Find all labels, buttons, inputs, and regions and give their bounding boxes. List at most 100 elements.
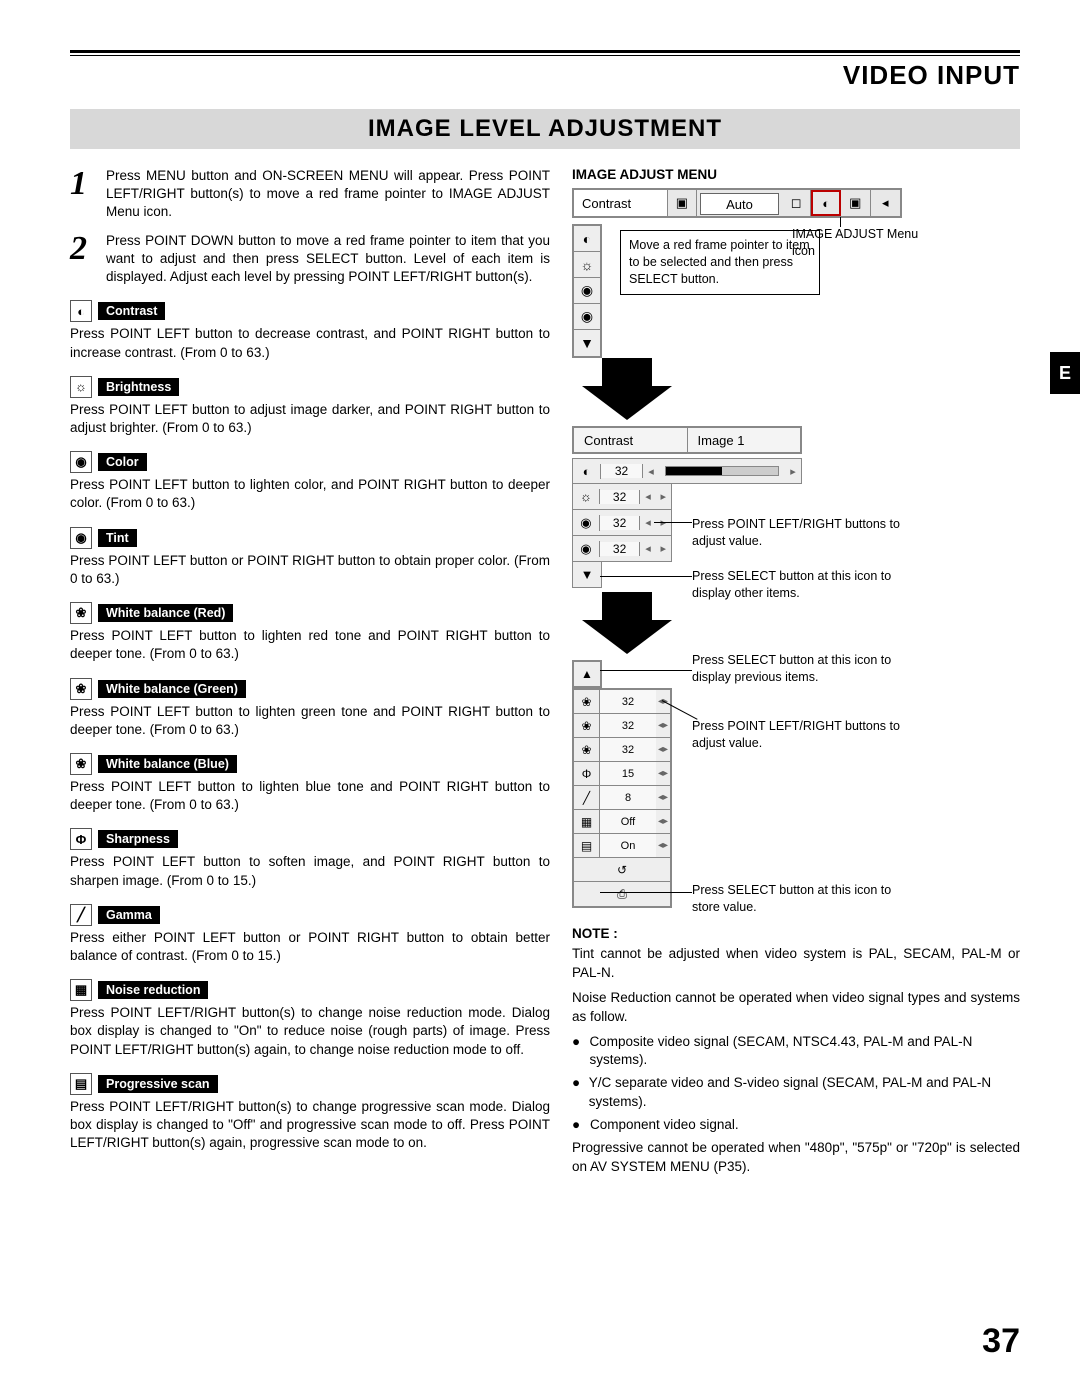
item-icon: ❀ [70, 678, 92, 700]
adjust-row-value: 15 [600, 762, 656, 785]
step-text: Press MENU button and ON-SCREEN MENU wil… [106, 167, 550, 222]
item-label: Color [98, 453, 147, 471]
item-icon: ☼ [70, 376, 92, 398]
adjustment-item: ◐ Contrast Press POINT LEFT button to de… [70, 300, 550, 361]
bullet-icon: ● [572, 1033, 589, 1071]
stack-icon: ◉ [574, 278, 600, 304]
item-icon: ◉ [70, 451, 92, 473]
adjustment-item: Φ Sharpness Press POINT LEFT button to s… [70, 828, 550, 889]
arrow-icon: ◂▸ [656, 834, 670, 857]
arrow-right-icon: ▸ [656, 542, 671, 555]
adjustment-item: ❀ White balance (Blue) Press POINT LEFT … [70, 753, 550, 814]
stack-icon: ◉ [574, 304, 600, 330]
down-arrow-1 [582, 358, 672, 420]
adjustment-item: ◉ Tint Press POINT LEFT button or POINT … [70, 527, 550, 588]
bullet-icon: ● [572, 1074, 589, 1112]
arrow-icon: ◂▸ [656, 762, 670, 785]
adjustment-item: ☼ Brightness Press POINT LEFT button to … [70, 376, 550, 437]
callout-adjust-value-1: Press POINT LEFT/RIGHT buttons to adjust… [692, 516, 912, 550]
page-number: 37 [982, 1322, 1020, 1361]
adjust-row-icon: ❀ [574, 738, 600, 761]
note-p1: Tint cannot be adjusted when video syste… [572, 945, 1020, 983]
menu-bar-icon2: ◻ [782, 190, 812, 216]
item-icon: ◐ [70, 300, 92, 322]
menu-bar-icon4: ◂ [871, 190, 901, 216]
adjust-row: ◐ 32 ◂ ▸ [572, 458, 802, 484]
item-description: Press POINT LEFT button to adjust image … [70, 401, 550, 437]
top-rule [70, 50, 1020, 56]
adjust-row: ↺ [574, 858, 670, 882]
adjust-row-icon: ↺ [574, 858, 670, 881]
callout-adjust-value-2: Press POINT LEFT/RIGHT buttons to adjust… [692, 718, 912, 752]
adjustment-item: ◉ Color Press POINT LEFT button to light… [70, 451, 550, 512]
menu-bar-icon3: ▣ [841, 190, 871, 216]
arrow-left-icon: ◂ [643, 465, 659, 478]
stack-icon: ◐ [574, 226, 600, 252]
item-icon: ▤ [70, 1073, 92, 1095]
adjust-row: ◉ 32 ◂ ▸ [572, 536, 672, 562]
step-number: 2 [70, 232, 106, 287]
bullet-icon: ● [572, 1116, 590, 1135]
item-icon: ╱ [70, 904, 92, 926]
step-number: 1 [70, 167, 106, 222]
item-label: White balance (Blue) [98, 755, 237, 773]
note-bullet: ●Y/C separate video and S-video signal (… [572, 1074, 1020, 1112]
adjust-row-value: 32 [600, 542, 640, 556]
item-label: Progressive scan [98, 1075, 218, 1093]
right-column: IMAGE ADJUST MENU Contrast ▣ Auto ◻ ◐ ▣ … [572, 167, 1020, 1183]
item-description: Press POINT LEFT button to lighten blue … [70, 778, 550, 814]
item-icon: ❀ [70, 753, 92, 775]
adjust-row-value: 32 [600, 690, 656, 713]
item-label: Sharpness [98, 830, 178, 848]
callout-store-value: Press SELECT button at this icon to stor… [692, 882, 922, 916]
side-tab: E [1050, 352, 1080, 394]
adjust-row-value: 32 [601, 464, 643, 478]
panel2-left: Contrast [574, 428, 688, 452]
menu-bar-label: Contrast [574, 190, 668, 216]
note-bullet: ●Component video signal. [572, 1116, 1020, 1135]
note-p2: Noise Reduction cannot be operated when … [572, 989, 1020, 1027]
adjust-row-icon: ▦ [574, 810, 600, 833]
callout-display-other: Press SELECT button at this icon to disp… [692, 568, 922, 602]
adjust-row: ❀ 32 ◂▸ [574, 738, 670, 762]
item-description: Press POINT LEFT button to lighten red t… [70, 627, 550, 663]
adjust-row-icon: ╱ [574, 786, 600, 809]
item-description: Press POINT LEFT button to lighten green… [70, 703, 550, 739]
item-label: Brightness [98, 378, 179, 396]
arrow-right-icon: ▸ [785, 465, 801, 478]
adjust-row: ▤ On ◂▸ [574, 834, 670, 858]
note-title: NOTE : [572, 926, 1020, 941]
adjustment-item: ▤ Progressive scan Press POINT LEFT/RIGH… [70, 1073, 550, 1153]
menu-bar-icon-selected: ◐ [811, 190, 841, 216]
step-text: Press POINT DOWN button to move a red fr… [106, 232, 550, 287]
section-title: IMAGE LEVEL ADJUSTMENT [70, 109, 1020, 149]
adjust-row: ◉ 32 ◂ ▸ [572, 510, 672, 536]
arrow-icon: ◂▸ [656, 786, 670, 809]
adjust-row-value: 32 [600, 490, 640, 504]
down-arrow-2 [582, 592, 672, 654]
icon-label-callout: IMAGE ADJUST Menu icon [792, 226, 922, 260]
adjust-row-value: 32 [600, 738, 656, 761]
arrow-icon: ◂▸ [656, 714, 670, 737]
item-description: Press POINT LEFT button to soften image,… [70, 853, 550, 889]
menu-bar-auto: Auto [700, 193, 779, 215]
adjust-row: ☼ 32 ◂ ▸ [572, 484, 672, 510]
header-video-input: VIDEO INPUT [70, 60, 1020, 91]
item-description: Press either POINT LEFT button or POINT … [70, 929, 550, 965]
item-description: Press POINT LEFT/RIGHT button(s) to chan… [70, 1098, 550, 1153]
step-row: 2 Press POINT DOWN button to move a red … [70, 232, 550, 287]
adjust-row-icon: ◉ [573, 515, 600, 531]
item-label: White balance (Red) [98, 604, 233, 622]
item-icon: ❀ [70, 602, 92, 624]
adjust-row-icon: ◐ [573, 464, 601, 479]
panel-contrast-image: Contrast Image 1 [572, 426, 802, 454]
callout-select-item: Move a red frame pointer to item to be s… [620, 230, 820, 295]
note-bullet: ●Composite video signal (SECAM, NTSC4.43… [572, 1033, 1020, 1071]
adjust-row: ▦ Off ◂▸ [574, 810, 670, 834]
menu-bar: Contrast ▣ Auto ◻ ◐ ▣ ◂ [572, 188, 902, 218]
adjustment-item: ╱ Gamma Press either POINT LEFT button o… [70, 904, 550, 965]
bullet-text: Component video signal. [590, 1116, 739, 1135]
item-description: Press POINT LEFT button or POINT RIGHT b… [70, 552, 550, 588]
item-label: Tint [98, 529, 137, 547]
slider-bar [665, 466, 779, 476]
